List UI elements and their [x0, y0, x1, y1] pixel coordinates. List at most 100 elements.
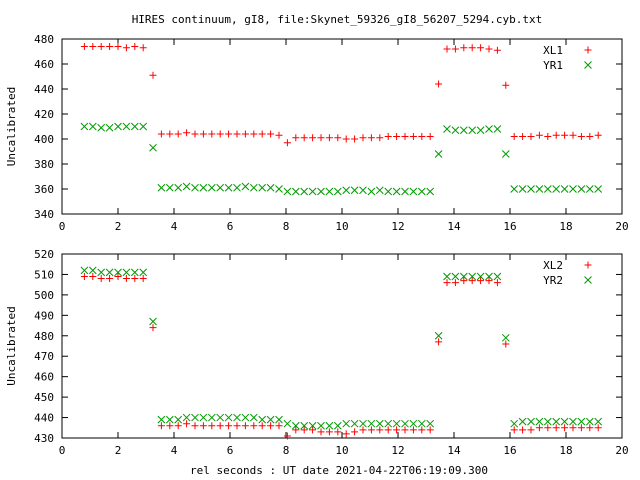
plus-point: [97, 275, 105, 283]
cross-point: [384, 419, 393, 428]
y-tick-label: 440: [34, 412, 54, 425]
y-tick-label: 360: [34, 183, 54, 196]
series-yr1: [80, 122, 603, 196]
cross-point: [216, 413, 225, 422]
cross-point: [191, 183, 199, 192]
plus-point: [250, 422, 258, 430]
plus-point: [106, 43, 114, 50]
y-tick-label: 380: [34, 158, 54, 171]
cross-point: [527, 417, 535, 426]
series-xl1: [80, 43, 602, 147]
cross-point: [139, 268, 148, 277]
plus-point: [233, 422, 241, 430]
plus-point: [191, 422, 199, 430]
top-panel: 0 2 4 6 8 10 12 14 16 18 20 340 360 380 400 420 440 460 48…: [5, 33, 629, 233]
plus-point: [267, 422, 275, 430]
y-tick-label: 430: [34, 432, 54, 445]
cross-point: [114, 268, 122, 277]
cross-point: [543, 417, 552, 426]
cross-point: [130, 268, 139, 277]
cross-point: [401, 187, 409, 196]
plus-point: [208, 422, 216, 430]
cross-point: [224, 183, 233, 192]
plus-point: [485, 45, 493, 53]
cross-point: [392, 419, 401, 428]
plus-point: [241, 422, 249, 430]
cross-point: [182, 413, 191, 422]
plus-point: [367, 134, 375, 142]
x-tick-label: 16: [503, 444, 516, 457]
plus-point: [577, 133, 585, 140]
cross-point: [485, 272, 493, 281]
cross-point: [80, 266, 89, 275]
plus-point: [510, 133, 518, 140]
cross-point: [283, 187, 292, 196]
plus-point: [80, 43, 88, 50]
plot-frame: [61, 253, 623, 439]
x-tick-label: 10: [335, 444, 348, 457]
cross-point: [317, 187, 325, 196]
cross-point: [501, 150, 510, 158]
cross-point: [300, 187, 309, 196]
plus-point: [149, 71, 157, 79]
cross-point: [350, 186, 359, 195]
plus-point: [552, 424, 560, 432]
cross-point: [367, 419, 376, 428]
x-tick-label: 8: [283, 220, 290, 233]
plus-point: [561, 424, 569, 432]
cross-point: [241, 413, 250, 422]
cross-point: [249, 413, 258, 422]
cross-point: [333, 187, 342, 196]
plus-point: [183, 129, 191, 137]
cross-point: [434, 150, 443, 158]
legend-cross-marker: [584, 276, 592, 284]
plus-point: [309, 426, 317, 434]
cross-point: [291, 421, 300, 430]
cross-point: [165, 415, 174, 424]
cross-point: [426, 187, 435, 196]
plus-point: [443, 45, 451, 53]
plus-point: [435, 338, 443, 346]
cross-point: [476, 272, 485, 281]
cross-point: [130, 122, 139, 131]
cross-point: [560, 417, 569, 426]
cross-point: [275, 185, 283, 193]
plus-point: [275, 131, 283, 139]
cross-point: [342, 186, 351, 195]
cross-point: [585, 185, 594, 193]
plus-point: [267, 130, 275, 138]
y-tick-label: 420: [34, 108, 54, 121]
plus-point: [114, 43, 122, 50]
plus-point: [283, 432, 291, 440]
cross-point: [594, 185, 603, 193]
cross-point: [182, 182, 191, 191]
cross-point: [359, 419, 367, 428]
cross-point: [105, 123, 114, 132]
x-tick-label: 8: [283, 444, 290, 457]
y-tick-label: 490: [34, 309, 54, 322]
plus-point: [435, 80, 443, 88]
plus-point: [468, 44, 476, 52]
series-xl2: [80, 272, 602, 440]
y-tick-label: 400: [34, 133, 54, 146]
cross-point: [535, 185, 544, 193]
cross-point: [105, 268, 114, 277]
cross-point: [97, 123, 106, 132]
y-tick-label: 480: [34, 33, 54, 46]
cross-point: [114, 122, 122, 131]
cross-point: [501, 333, 510, 342]
plus-point: [527, 426, 535, 434]
plus-point: [342, 430, 350, 438]
cross-point: [350, 419, 359, 428]
cross-point: [543, 185, 552, 193]
plus-point: [225, 422, 233, 430]
plus-point: [106, 275, 114, 283]
y-axis-label: Uncalibrated: [5, 306, 18, 385]
plus-point: [376, 426, 384, 434]
plus-point: [283, 139, 291, 147]
x-tick-label: 20: [615, 444, 628, 457]
x-tick-label: 16: [503, 220, 516, 233]
plus-point: [351, 135, 359, 143]
cross-point: [577, 185, 586, 193]
plus-point: [114, 272, 122, 280]
